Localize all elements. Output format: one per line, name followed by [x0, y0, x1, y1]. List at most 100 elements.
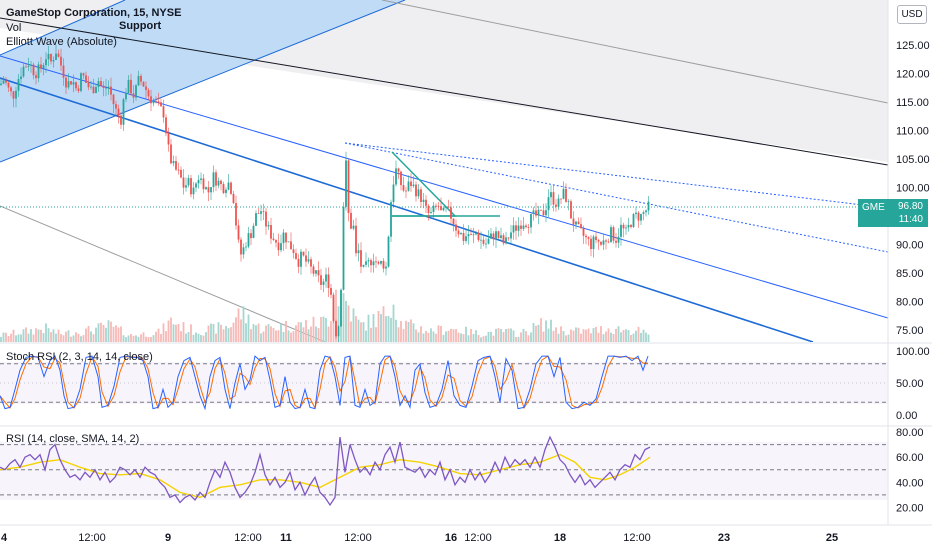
volume-bar	[520, 332, 522, 342]
candle-body	[217, 180, 220, 186]
candle-body	[522, 225, 525, 229]
candle-body	[345, 160, 347, 207]
candle-body	[525, 225, 527, 228]
candle-body	[97, 81, 100, 87]
candle-body	[280, 243, 282, 251]
candle-body	[107, 86, 110, 88]
chart-title[interactable]: GameStop Corporation, 15, NYSE	[6, 7, 182, 19]
candle-body	[592, 236, 595, 250]
candle-body	[147, 90, 150, 97]
candle-body	[387, 236, 390, 267]
candle-body	[380, 260, 382, 264]
volume-bar	[405, 320, 407, 342]
volume-bar	[380, 314, 382, 342]
volume-bar	[162, 323, 165, 342]
currency-button[interactable]: USD	[897, 5, 927, 24]
volume-bar	[220, 324, 222, 342]
candle-body	[322, 281, 325, 285]
candle-body	[407, 181, 410, 191]
volume-bar	[107, 320, 110, 342]
price-tag-value: 96.80	[897, 201, 923, 212]
volume-bar	[87, 326, 90, 342]
volume-bar	[45, 323, 47, 342]
candle-body	[37, 64, 40, 79]
candle-body	[565, 188, 567, 202]
volume-bar	[77, 333, 80, 342]
price-axis-label: 115.00	[896, 97, 929, 109]
candle-body	[450, 207, 452, 219]
candle-body	[135, 85, 137, 98]
volume-bar	[30, 329, 32, 342]
candles	[0, 44, 650, 342]
volume-bar	[412, 323, 415, 342]
candle-body	[500, 235, 502, 238]
candle-body	[20, 76, 22, 80]
candle-body	[460, 233, 462, 235]
volume-bar	[102, 324, 105, 342]
volume-bar	[95, 327, 97, 342]
volume-bar	[205, 332, 207, 342]
volume-bar	[65, 331, 67, 342]
candle-body	[587, 237, 590, 239]
volume-bar	[170, 317, 172, 342]
volume-bar	[222, 329, 225, 342]
candle-body	[180, 169, 182, 178]
elliott-wave-legend[interactable]: Elliott Wave (Absolute)	[6, 36, 117, 48]
candle-body	[122, 99, 125, 125]
volume-bar	[352, 308, 355, 342]
candle-body	[90, 86, 92, 88]
volume-bar	[415, 329, 417, 342]
volume-bar	[522, 328, 525, 342]
candle-body	[512, 225, 515, 233]
volume-bar	[305, 320, 307, 342]
candle-body	[92, 86, 95, 94]
candle-body	[140, 75, 142, 82]
candle-body	[480, 239, 482, 241]
volume-bar	[75, 332, 77, 342]
candle-body	[625, 227, 627, 229]
candle-body	[157, 101, 160, 103]
volume-bar	[47, 328, 50, 342]
volume-bar	[20, 334, 22, 342]
candle-body	[635, 212, 637, 215]
candle-body	[602, 240, 605, 245]
candle-body	[227, 182, 230, 190]
volume-bar	[557, 333, 560, 342]
volume-bar	[580, 333, 582, 342]
volume-bar	[197, 333, 200, 342]
volume-bar	[55, 333, 57, 342]
volume-bar	[507, 328, 510, 342]
candle-body	[545, 210, 547, 216]
candle-body	[310, 259, 312, 267]
candle-body	[70, 81, 72, 85]
candle-body	[355, 225, 357, 254]
candle-body	[440, 206, 442, 211]
candle-body	[197, 179, 200, 184]
candle-body	[2, 80, 5, 84]
rsi-lines	[0, 435, 888, 507]
candle-body	[75, 82, 77, 89]
channel-line-upper	[0, 55, 888, 319]
stoch-rsi-legend[interactable]: Stoch RSI (2, 3, 14, 14, close)	[6, 351, 153, 363]
volume-bar	[452, 329, 455, 342]
volume-legend[interactable]: Vol	[6, 22, 22, 34]
volume-bar	[400, 321, 402, 342]
volume-bar	[532, 323, 535, 342]
candle-body	[235, 203, 237, 226]
volume-bar	[142, 332, 145, 342]
volume-bar	[255, 325, 257, 342]
rsi-legend[interactable]: RSI (14, close, SMA, 14, 2)	[6, 433, 140, 445]
volume-bar	[52, 329, 55, 342]
volume-bar	[365, 330, 367, 342]
volume-bar	[360, 322, 362, 342]
volume-bar	[440, 326, 442, 342]
volume-bar	[510, 328, 512, 342]
candle-body	[240, 239, 242, 255]
support-annotation[interactable]: Support	[119, 20, 162, 32]
volume-bar	[100, 322, 102, 342]
volume-bar	[492, 335, 495, 342]
volume-bar	[5, 332, 7, 342]
volume-bar	[567, 334, 570, 342]
volume-bar	[185, 333, 187, 342]
candle-body	[510, 232, 512, 239]
